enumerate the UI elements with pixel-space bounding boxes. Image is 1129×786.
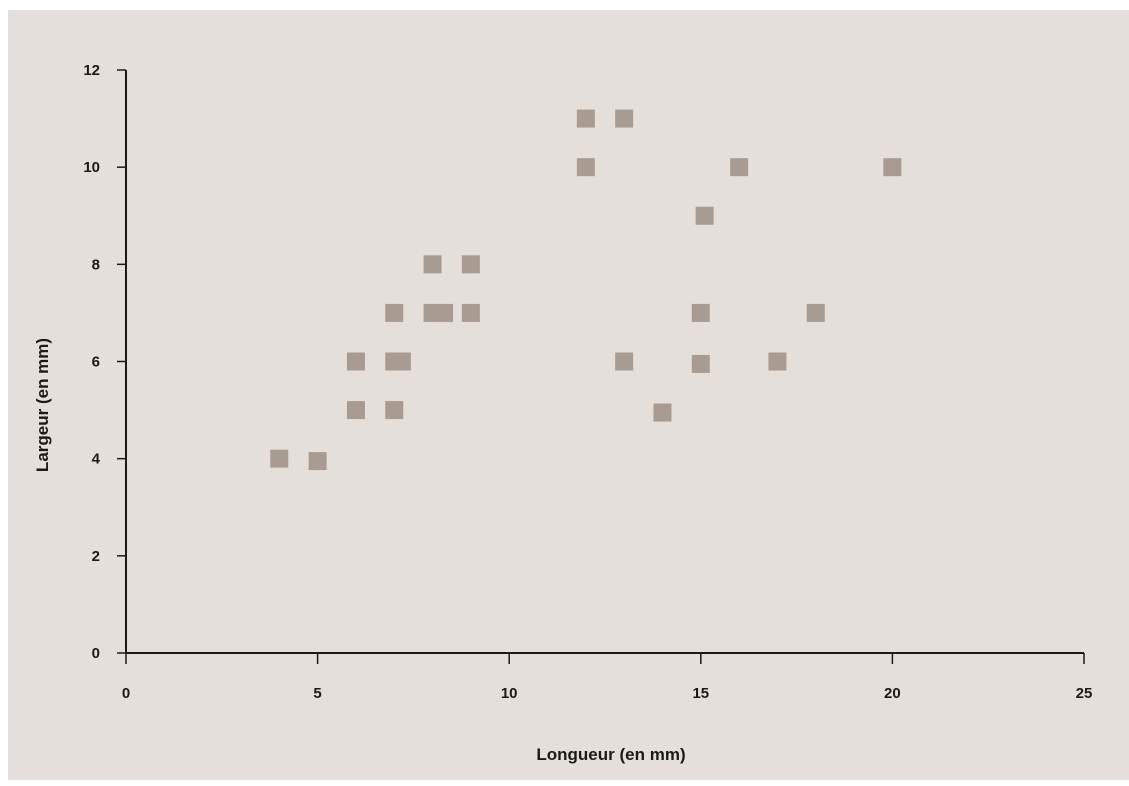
data-point [615,352,634,371]
x-tick-label: 10 [501,685,518,702]
data-point [385,303,404,322]
x-tick-label: 25 [1076,685,1093,702]
data-point [768,352,787,371]
data-point [730,158,749,177]
data-point [883,158,902,177]
data-point [346,352,365,371]
y-tick-label: 12 [83,62,100,79]
y-tick-label: 2 [92,548,100,565]
y-tick-label: 8 [92,256,100,273]
data-point [270,449,289,468]
x-tick-label: 15 [692,685,709,702]
data-point [691,354,710,373]
data-points [270,109,902,471]
data-point [461,255,480,274]
data-point [806,303,825,322]
x-tick-label: 0 [122,685,130,702]
data-point [346,401,365,420]
data-point [392,352,411,371]
data-point [435,303,454,322]
x-axis: 0 5 10 15 20 25 [122,652,1093,702]
x-tick-label: 5 [313,685,321,702]
data-point [576,158,595,177]
data-point [691,303,710,322]
data-point [576,109,595,128]
y-tick-label: 10 [83,159,100,176]
y-tick-label: 6 [92,354,100,371]
y-axis: 0 2 4 6 8 10 12 [83,62,127,662]
data-point [695,206,714,225]
x-axis-title: Longueur (en mm) [536,745,685,764]
data-point [461,303,480,322]
x-tick-label: 20 [884,685,901,702]
data-point [615,109,634,128]
y-tick-label: 4 [92,451,101,468]
y-tick-label: 0 [92,645,100,662]
data-point [308,452,327,471]
chart-background [8,10,1129,780]
y-axis-title: Largeur (en mm) [33,338,52,472]
data-point [653,403,672,422]
data-point [423,255,442,274]
data-point [385,401,404,420]
